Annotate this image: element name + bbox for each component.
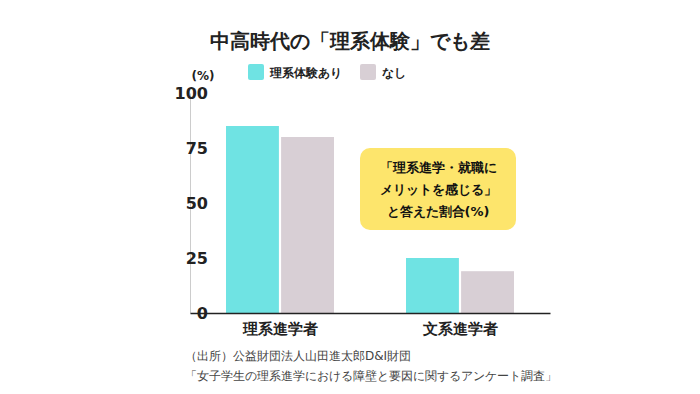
bar — [226, 126, 279, 313]
x-tick: 理系進学者 — [242, 313, 318, 338]
legend-swatch — [360, 64, 376, 80]
x-tick-label: 文系進学者 — [422, 320, 498, 338]
annotation-box — [360, 148, 516, 230]
y-axis-title: (%) — [192, 69, 215, 83]
y-tick-label: 100 — [175, 84, 208, 103]
bar — [461, 271, 514, 313]
bar — [406, 258, 459, 313]
chart-svg: 中高時代の「理系体験」でも差0255075100(%)理系進学者文系進学者理系体… — [0, 0, 700, 394]
y-tick-label: 50 — [186, 194, 208, 213]
annotation-line: メリットを感じる」 — [380, 182, 497, 197]
legend: 理系体験あり なし — [248, 64, 406, 80]
legend-label: 理系体験あり — [269, 66, 342, 80]
y-axis: 0255075100 — [175, 84, 208, 323]
source-text: （出所）公益財団法人山田進太郎D&I財団 — [185, 349, 411, 363]
y-tick-label: 25 — [186, 249, 208, 268]
y-tick: 50 — [186, 194, 208, 213]
y-tick: 25 — [186, 249, 208, 268]
annotation-line: と答えた割合(%) — [387, 204, 490, 219]
legend-label: なし — [382, 66, 406, 80]
chart-title: 中高時代の「理系体験」でも差 — [210, 29, 490, 53]
annotation: 「理系進学・就職にメリットを感じる」と答えた割合(%) — [360, 148, 516, 230]
y-tick-label: 75 — [186, 139, 208, 158]
x-axis: 理系進学者 文系進学者 — [191, 313, 551, 338]
x-tick-label: 理系進学者 — [242, 320, 318, 338]
x-tick: 文系進学者 — [422, 313, 498, 338]
annotation-line: 「理系進学・就職に — [380, 160, 497, 175]
legend-swatch — [248, 64, 264, 80]
y-tick: 75 — [186, 139, 208, 158]
y-tick: 100 — [175, 84, 208, 103]
annotation-text: 「理系進学・就職にメリットを感じる」と答えた割合(%) — [380, 160, 497, 219]
bar — [281, 137, 334, 313]
source-text: 「女子学生の理系進学における障壁と要因に関するアンケート調査」 — [185, 369, 557, 383]
x-axis-line — [191, 313, 551, 315]
